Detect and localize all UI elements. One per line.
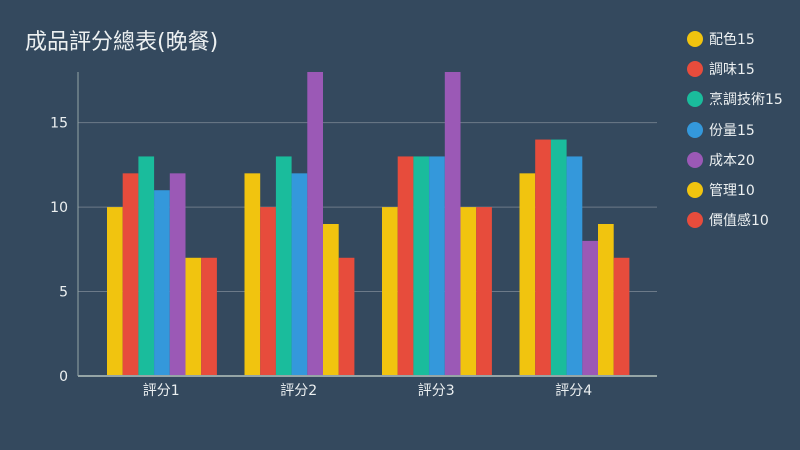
legend-swatch-icon: [687, 31, 703, 48]
bar-4-5: [582, 240, 598, 376]
bar-1-1: [107, 207, 123, 376]
legend-swatch-icon: [687, 212, 703, 229]
legend-label: 價值感10: [709, 213, 769, 230]
bar-2-4: [291, 173, 308, 376]
legend-label: 調味15: [709, 62, 755, 79]
y-tick-label: 15: [50, 116, 68, 132]
legend-swatch-icon: [687, 121, 703, 138]
bar-1-5: [169, 173, 186, 376]
bar-4-2: [535, 139, 551, 376]
x-tick-label: 評分2: [280, 383, 317, 399]
legend-label: 份量15: [709, 122, 755, 139]
legend-item[interactable]: 烹調技術15: [687, 84, 783, 114]
y-tick-label: 0: [59, 369, 68, 385]
legend-label: 管理10: [709, 183, 755, 200]
bar-2-2: [260, 207, 276, 376]
legend-swatch-icon: [687, 182, 703, 199]
legend-item[interactable]: 管理10: [687, 175, 783, 205]
bar-1-2: [122, 173, 139, 376]
legend-item[interactable]: 配色15: [687, 24, 783, 54]
legend-label: 成本20: [709, 152, 755, 169]
bar-3-3: [413, 156, 430, 376]
bar-1-3: [138, 156, 155, 376]
legend: 配色15 調味15 烹調技術15 份量15 成本20 管理10 價值感10: [687, 24, 783, 235]
legend-item[interactable]: 價值感10: [687, 205, 783, 235]
x-tick-label: 評分4: [555, 383, 592, 399]
bar-2-5: [307, 72, 323, 376]
bar-4-4: [566, 156, 583, 376]
legend-swatch-icon: [687, 91, 703, 108]
bar-3-6: [460, 207, 477, 376]
bar-2-6: [323, 224, 339, 376]
bar-4-1: [519, 173, 536, 376]
bar-3-1: [382, 207, 398, 376]
bar-4-7: [613, 257, 630, 376]
legend-label: 配色15: [709, 32, 755, 49]
x-tick-label: 評分3: [418, 383, 455, 399]
legend-item[interactable]: 份量15: [687, 115, 783, 145]
bar-2-1: [244, 173, 261, 376]
legend-swatch-icon: [687, 151, 703, 168]
bar-1-6: [185, 257, 202, 376]
bar-3-4: [429, 156, 445, 376]
bar-4-6: [598, 224, 614, 376]
bar-1-7: [201, 257, 217, 376]
bar-2-3: [275, 156, 292, 376]
chart-title: 成品評分總表(晚餐): [25, 30, 219, 55]
x-tick-label: 評分1: [143, 383, 180, 399]
bar-4-3: [550, 139, 567, 376]
bar-3-2: [397, 156, 414, 376]
legend-label: 烹調技術15: [709, 92, 783, 109]
legend-item[interactable]: 成本20: [687, 145, 783, 175]
legend-item[interactable]: 調味15: [687, 54, 783, 84]
bar-3-7: [476, 207, 492, 376]
bar-3-5: [444, 72, 461, 376]
y-tick-label: 10: [50, 200, 68, 216]
bar-1-4: [154, 190, 170, 376]
y-tick-label: 5: [59, 285, 68, 301]
legend-swatch-icon: [687, 61, 703, 78]
bar-2-7: [338, 257, 355, 376]
